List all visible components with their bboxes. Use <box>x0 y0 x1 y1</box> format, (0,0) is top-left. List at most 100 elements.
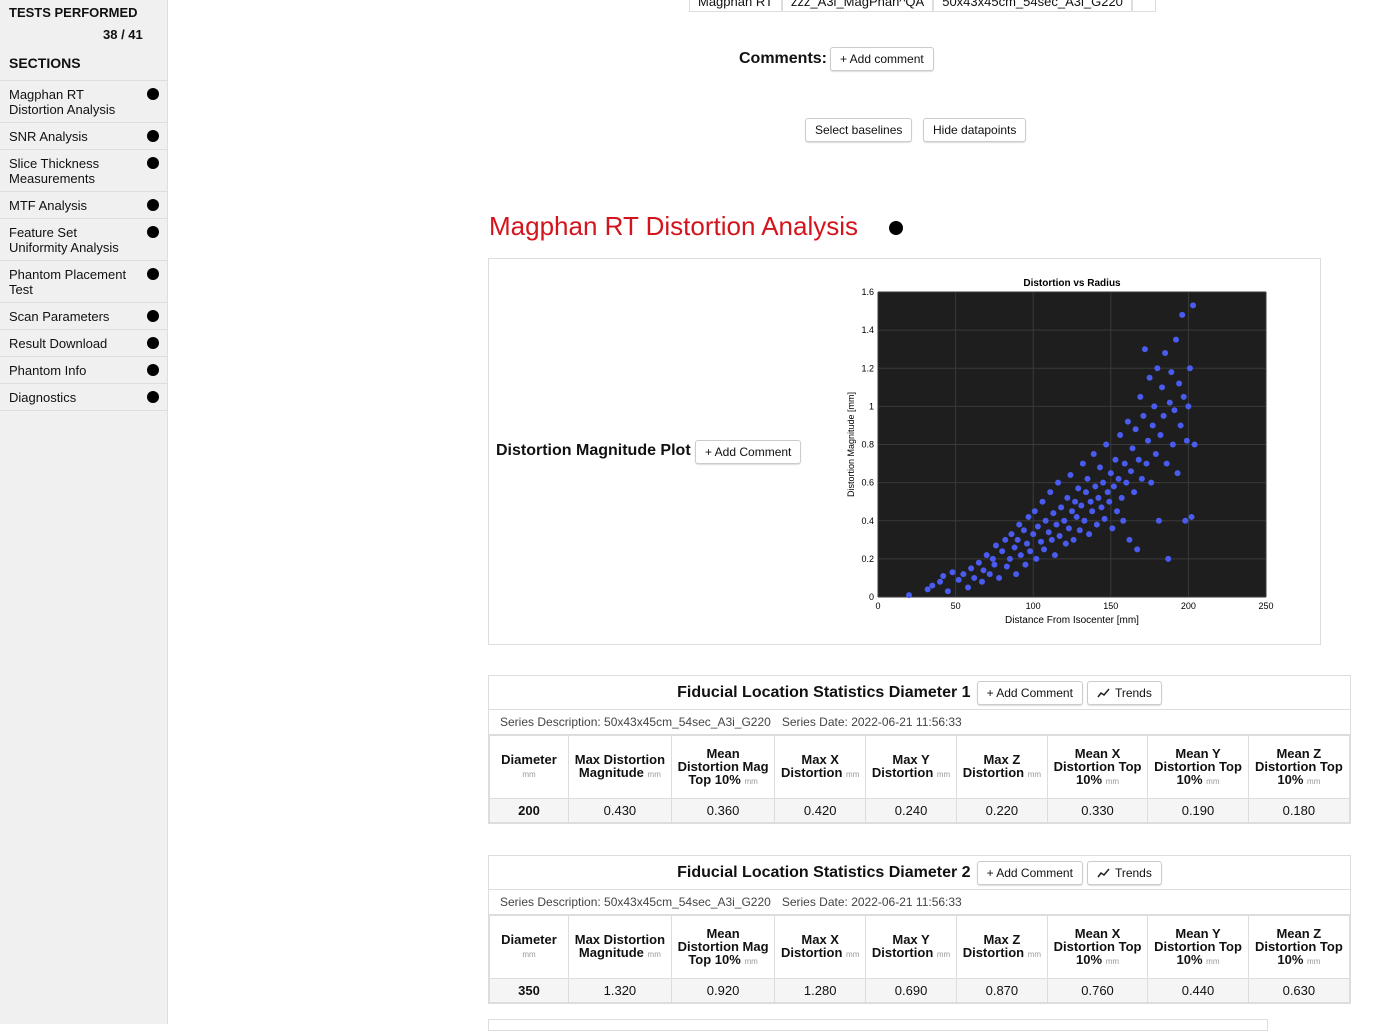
point <box>1025 513 1032 520</box>
point <box>1171 407 1178 414</box>
point <box>1103 441 1110 448</box>
y-tick-label: 0.8 <box>861 440 874 450</box>
point <box>1027 548 1034 555</box>
status-dot <box>147 337 159 349</box>
point <box>975 559 982 566</box>
cell: Magphan RT <box>689 0 782 12</box>
next-panel <box>488 1019 1268 1031</box>
column-unit: mm <box>936 770 951 779</box>
column-label: Mean Z Distortion Top 10% <box>1254 925 1343 967</box>
point <box>1031 508 1038 515</box>
point <box>1176 380 1183 387</box>
point <box>906 592 913 599</box>
section-item[interactable]: MTF Analysis <box>0 191 167 218</box>
point <box>1160 412 1167 419</box>
add-comment-button[interactable]: + Add comment <box>830 47 934 71</box>
point <box>1095 494 1102 501</box>
hide-datapoints-button[interactable]: Hide datapoints <box>923 118 1027 142</box>
plot-label: Distortion Magnitude Plot <box>496 442 691 459</box>
section-item[interactable]: Phantom Info <box>0 356 167 383</box>
download-icon[interactable] <box>1131 0 1156 12</box>
sections-label: SECTIONS <box>9 55 81 71</box>
section-item[interactable]: Diagnostics <box>0 383 167 411</box>
column-label: Diameter <box>501 932 557 947</box>
point <box>1120 517 1127 524</box>
point <box>1155 517 1162 524</box>
panel-header: Fiducial Location Statistics Diameter 1 +… <box>489 676 1350 710</box>
y-tick-label: 1 <box>869 401 874 411</box>
y-tick-label: 0 <box>869 592 874 602</box>
point <box>1190 302 1197 309</box>
column-label: Max X Distortion <box>781 752 843 780</box>
column-unit: mm <box>1206 956 1220 966</box>
column-unit: mm <box>1027 770 1042 779</box>
column-label: Max Y Distortion <box>871 752 934 780</box>
trends-button[interactable]: Trends <box>1086 680 1162 705</box>
point <box>1115 475 1122 482</box>
add-comment-button[interactable]: + Add Comment <box>976 860 1083 885</box>
point <box>1162 350 1169 356</box>
cell: 0.440 <box>1147 978 1249 1003</box>
section-item[interactable]: Result Download <box>0 329 167 356</box>
point <box>1185 403 1192 410</box>
status-dot <box>147 391 159 403</box>
point <box>1098 504 1105 511</box>
point <box>1090 451 1097 458</box>
column-label: Mean Y Distortion Top 10% <box>1154 745 1242 787</box>
point <box>1008 531 1015 538</box>
point <box>1011 544 1018 551</box>
column-unit: mm <box>647 950 661 959</box>
x-tick-label: 200 <box>1181 601 1196 611</box>
point <box>1127 468 1134 475</box>
section-item[interactable]: Magphan RT Distortion Analysis <box>0 80 167 122</box>
point <box>1061 517 1068 524</box>
point <box>1042 517 1049 524</box>
point <box>1166 399 1173 406</box>
point <box>1168 369 1175 376</box>
column-header: Mean Y Distortion Top 10% mm <box>1147 735 1249 799</box>
section-item[interactable]: Feature Set Uniformity Analysis <box>0 218 167 260</box>
point <box>1055 479 1062 486</box>
point <box>1069 508 1075 515</box>
tests-label: TESTS PERFORMED <box>9 5 138 20</box>
point <box>1082 489 1089 496</box>
point <box>1093 521 1100 528</box>
point <box>1132 426 1139 433</box>
status-dot <box>889 221 903 235</box>
point <box>1121 460 1128 467</box>
section-item[interactable]: Scan Parameters <box>0 302 167 329</box>
point <box>1034 523 1041 530</box>
stats-panel: Fiducial Location Statistics Diameter 1 +… <box>488 675 1351 824</box>
point <box>1188 513 1195 520</box>
point <box>1002 536 1009 543</box>
plot-comment-button[interactable]: + Add Comment <box>695 440 802 464</box>
section-name: Slice Thickness Measurements <box>9 156 100 186</box>
point <box>1089 508 1096 515</box>
cell: 200 <box>489 798 569 823</box>
column-label: Max Distortion Magnitude <box>574 932 666 960</box>
column-unit: mm <box>744 956 758 966</box>
select-baselines-button[interactable]: Select baselines <box>805 118 913 142</box>
section-item[interactable]: Phantom Placement Test <box>0 260 167 302</box>
point <box>1050 510 1057 517</box>
section-item[interactable]: SNR Analysis <box>0 122 167 149</box>
point <box>1146 374 1153 381</box>
point <box>1117 431 1124 438</box>
header-row: Diameter mm Max Distortion Magnitude mm Me… <box>489 735 1351 799</box>
section-item[interactable]: Slice Thickness Measurements <box>0 149 167 191</box>
trends-button[interactable]: Trends <box>1086 860 1162 885</box>
cell: 1.320 <box>567 978 672 1003</box>
series-description: Series Description: 50x43x45cm_54sec_A3i… <box>500 895 771 909</box>
point <box>1179 311 1186 318</box>
add-comment-button[interactable]: + Add Comment <box>976 680 1083 705</box>
cell: 0.870 <box>955 978 1048 1003</box>
y-tick-label: 1.2 <box>861 363 874 373</box>
column-header: Diameter mm <box>489 735 569 799</box>
point <box>1126 536 1133 543</box>
point <box>1177 422 1184 429</box>
point <box>1124 418 1131 425</box>
cell: 0.430 <box>567 798 672 823</box>
section-list: Magphan RT Distortion Analysis SNR Analys… <box>0 80 167 411</box>
status-dot <box>147 226 159 238</box>
panel-header: Fiducial Location Statistics Diameter 2 +… <box>489 856 1350 890</box>
